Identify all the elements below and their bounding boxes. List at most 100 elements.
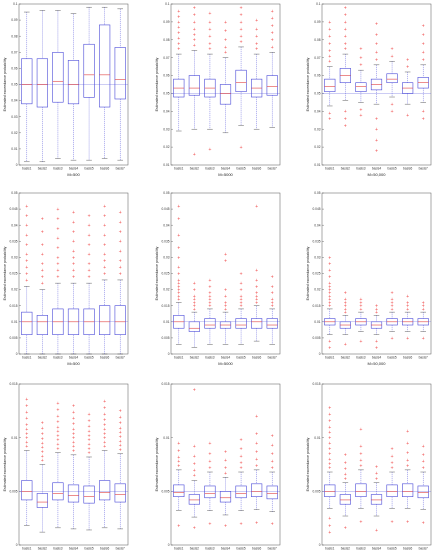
outlier-marker: +	[359, 451, 362, 456]
x-tick-label: basis6	[100, 547, 109, 551]
y-tick-label: 0.01	[11, 147, 17, 151]
x-tick-label: basis3	[205, 356, 214, 360]
x-tick-label: basis1	[325, 167, 334, 171]
outlier-marker: +	[56, 216, 59, 221]
x-tick-label: basis5	[84, 356, 93, 360]
outlier-marker: +	[239, 12, 242, 17]
outlier-marker: +	[406, 519, 409, 524]
outlier-marker: +	[119, 239, 122, 244]
outlier-marker: +	[422, 50, 425, 55]
box-iqr	[36, 493, 48, 508]
outlier-marker: +	[375, 470, 378, 475]
outlier-marker: +	[103, 435, 106, 440]
box-basis4: ++++	[370, 464, 383, 532]
outlier-marker: +	[177, 454, 180, 459]
outlier-marker: +	[328, 451, 331, 456]
outlier-marker: +	[344, 12, 347, 17]
box-basis1: ++++++	[173, 440, 185, 528]
outlier-marker: +	[72, 255, 75, 260]
outlier-marker: +	[328, 261, 331, 266]
box-basis7	[114, 8, 126, 161]
x-tick-label: basis6	[252, 356, 261, 360]
outlier-marker: +	[177, 19, 180, 24]
outlier-marker: +	[255, 284, 258, 289]
outlier-marker: +	[359, 444, 362, 449]
outlier-marker: +	[208, 19, 211, 24]
y-tick-label: 0.015	[313, 304, 321, 308]
outlier-marker: +	[328, 523, 331, 528]
outlier-marker: +	[41, 458, 44, 463]
outlier-marker: +	[193, 453, 196, 458]
outlier-marker: +	[72, 229, 75, 234]
y-tick-label: 0.07	[11, 50, 17, 54]
outlier-marker: +	[87, 450, 90, 455]
y-tick-label: 0.05	[163, 92, 169, 96]
box-basis2: ++++++++	[36, 216, 48, 355]
x-tick-label: basis1	[22, 356, 31, 360]
outlier-marker: +	[177, 35, 180, 40]
x-tick-label: basis2	[341, 547, 350, 551]
box-basis6: + + +	[402, 57, 414, 117]
box-basis3: +++++	[355, 297, 367, 344]
outlier-marker: +	[177, 297, 180, 302]
outlier-marker: +	[359, 463, 362, 468]
outlier-marker: +	[390, 303, 393, 308]
x-tick-label: basis1	[174, 547, 183, 551]
box-basis5: +++++++++	[83, 411, 95, 531]
y-tick-label: 0.07	[314, 56, 320, 60]
outlier-marker: +	[239, 34, 242, 39]
outlier-marker: +	[375, 21, 378, 26]
outlier-marker: +	[72, 426, 75, 431]
x-tick-label: basis5	[84, 547, 93, 551]
y-tick-label: 0	[16, 543, 18, 547]
outlier-marker: +	[208, 284, 211, 289]
outlier-marker: +	[193, 444, 196, 449]
outlier-marker: +	[328, 345, 331, 350]
outlier-marker: +	[255, 290, 258, 295]
box-iqr	[36, 315, 48, 335]
outlier-marker: +	[25, 435, 28, 440]
outlier-marker: +	[255, 41, 258, 46]
outlier-marker: +	[390, 453, 393, 458]
y-tick-label: 0.035	[10, 239, 18, 243]
x-tick-label: basis3	[53, 167, 62, 171]
x-tick-label: basis7	[268, 356, 277, 360]
outlier-marker: +	[239, 287, 242, 292]
outlier-marker: +	[344, 290, 347, 295]
outlier-marker: +	[25, 223, 28, 228]
outlier-marker: +	[224, 252, 227, 257]
chart-panel-3: 0.01 0.02 0.03 0.04 0.05 0.06 0.07 0.08 0.09 0.1 E…	[306, 2, 432, 177]
y-tick-label: 0.02	[11, 288, 17, 292]
y-tick-label: 0	[16, 352, 18, 356]
outlier-marker: +	[25, 403, 28, 408]
outlier-marker: +	[422, 459, 425, 464]
outlier-marker: +	[406, 463, 409, 468]
outlier-marker: +	[87, 423, 90, 428]
box-basis1: ++++++++++	[21, 203, 33, 355]
y-tick-label: 0.02	[163, 145, 169, 149]
x-tick-label: basis3	[205, 167, 214, 171]
box-basis6: +++++	[402, 293, 414, 340]
outlier-marker: +	[103, 264, 106, 269]
y-tick-label: 0.015	[10, 382, 18, 386]
outlier-marker: +	[375, 137, 378, 142]
plot-frame	[170, 192, 281, 355]
outlier-marker: +	[328, 457, 331, 462]
outlier-marker: +	[422, 300, 425, 305]
x-tick-label: basis2	[38, 167, 47, 171]
outlier-marker: +	[193, 303, 196, 308]
outlier-marker: +	[25, 416, 28, 421]
outlier-marker: +	[239, 446, 242, 451]
box-basis2: ++++++++	[188, 5, 200, 157]
plot-frame	[170, 383, 281, 546]
outlier-marker: +	[271, 37, 274, 42]
y-axis-label: Estimated exceedance probability	[3, 57, 7, 111]
outlier-marker: +	[87, 213, 90, 218]
box-iqr	[266, 75, 278, 96]
box-basis2: +++++++	[339, 290, 351, 347]
y-axis-label: Estimated exceedance probability	[155, 437, 159, 491]
outlier-marker: +	[72, 274, 75, 279]
box-basis2: +++++++	[188, 387, 200, 530]
outlier-marker: +	[255, 449, 258, 454]
outlier-marker: +	[406, 306, 409, 311]
